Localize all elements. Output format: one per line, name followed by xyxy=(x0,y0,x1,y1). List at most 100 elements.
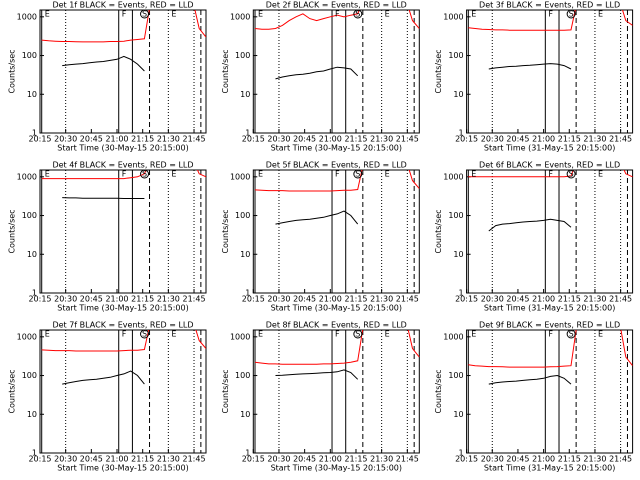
x-axis-label: Start Time (30-May-15 20:15:00) xyxy=(57,464,188,473)
event-label: S xyxy=(142,330,147,339)
panel: Det 8f BLACK = Events, RED = LLD Start Ti… xyxy=(221,321,420,473)
x-tick-label: 20:45 xyxy=(506,455,529,464)
event-label: F xyxy=(335,330,340,339)
series-line xyxy=(62,55,145,72)
series-line xyxy=(468,10,633,31)
x-tick-label: 21:15 xyxy=(344,135,367,144)
x-tick-label: 21:15 xyxy=(131,135,154,144)
y-tick-label: 100 xyxy=(448,51,463,60)
y-tick-label: 1000 xyxy=(17,12,37,21)
panel: Det 6f BLACK = Events, RED = LLD Start Ti… xyxy=(434,161,634,313)
y-tick-label: 1 xyxy=(245,449,250,458)
x-tick-label: 20:15 xyxy=(455,135,478,144)
x-tick-label: 20:45 xyxy=(293,135,316,144)
x-tick-label: 20:30 xyxy=(54,295,77,304)
chart-title: Det 1f BLACK = Events, RED = LLD xyxy=(52,1,193,10)
plot-frame xyxy=(252,329,420,454)
event-label: F xyxy=(548,170,553,179)
event-label: S xyxy=(569,10,574,19)
series-line xyxy=(468,170,633,178)
x-tick-label: 20:45 xyxy=(506,135,529,144)
event-label: E xyxy=(171,10,176,19)
x-tick-label: 20:45 xyxy=(293,295,316,304)
event-marker xyxy=(353,9,363,19)
y-tick-label: 1000 xyxy=(443,172,463,181)
event-label: S xyxy=(569,170,574,179)
x-tick-label: 21:15 xyxy=(344,455,367,464)
x-tick-label: 21:30 xyxy=(583,295,606,304)
y-tick-label: 10 xyxy=(453,250,463,259)
event-label: E xyxy=(171,330,176,339)
event-label: F xyxy=(122,330,127,339)
x-tick-label: 21:45 xyxy=(609,295,632,304)
event-label: E xyxy=(598,170,603,179)
panel: Det 5f BLACK = Events, RED = LLD Start Ti… xyxy=(221,161,420,313)
plot-area xyxy=(254,10,420,133)
y-axis-label: Counts/sec xyxy=(221,209,230,253)
chart-title: Det 2f BLACK = Events, RED = LLD xyxy=(266,1,407,10)
x-tick-label: 21:00 xyxy=(532,455,555,464)
x-tick-label: 21:45 xyxy=(396,295,419,304)
y-axis-label: Counts/sec xyxy=(221,369,230,413)
x-axis-label: Start Time (31-May-15 20:15:00) xyxy=(484,304,615,313)
y-tick-label: 1000 xyxy=(443,12,463,21)
series-line xyxy=(41,170,206,180)
x-tick-label: 21:45 xyxy=(396,135,419,144)
x-tick-label: 21:30 xyxy=(370,455,393,464)
y-tick-label: 1 xyxy=(32,129,37,138)
y-tick-label: 10 xyxy=(27,250,37,259)
plot-frame xyxy=(39,169,207,294)
y-tick-label: 1000 xyxy=(230,12,250,21)
event-label: E xyxy=(471,10,476,19)
panel: Det 2f BLACK = Events, RED = LLD Start Ti… xyxy=(221,1,420,153)
y-tick-label: 1 xyxy=(32,449,37,458)
series-line xyxy=(254,170,420,192)
series-line xyxy=(275,66,359,80)
x-tick-label: 21:00 xyxy=(532,295,555,304)
y-axis-label: Counts/sec xyxy=(8,209,17,253)
x-tick-label: 20:45 xyxy=(293,455,316,464)
y-tick-label: 10 xyxy=(240,250,250,259)
event-label: E xyxy=(385,330,390,339)
x-tick-label: 21:00 xyxy=(105,135,128,144)
series-line xyxy=(254,330,420,365)
y-tick-label: 1 xyxy=(245,129,250,138)
chart-title: Det 9f BLACK = Events, RED = LLD xyxy=(479,321,620,330)
y-tick-label: 1000 xyxy=(443,332,463,341)
y-axis-label: Counts/sec xyxy=(8,369,17,413)
plot-frame xyxy=(39,329,207,454)
x-tick-label: 20:30 xyxy=(54,455,77,464)
series-line xyxy=(62,370,145,385)
event-label: S xyxy=(569,330,574,339)
x-tick-label: 20:15 xyxy=(28,295,51,304)
plot-area xyxy=(41,330,206,453)
y-axis-label: Counts/sec xyxy=(434,209,443,253)
x-axis-label: Start Time (30-May-15 20:15:00) xyxy=(271,464,402,473)
x-tick-label: 20:45 xyxy=(506,295,529,304)
event-marker xyxy=(353,329,363,339)
event-label: E xyxy=(471,170,476,179)
x-tick-label: 21:15 xyxy=(558,295,581,304)
x-tick-label: 21:00 xyxy=(105,295,128,304)
x-tick-label: 21:30 xyxy=(583,135,606,144)
y-tick-label: 1 xyxy=(245,289,250,298)
series-line xyxy=(275,369,359,380)
y-tick-label: 100 xyxy=(22,51,37,60)
x-tick-label: 20:45 xyxy=(80,455,103,464)
chart-title: Det 5f BLACK = Events, RED = LLD xyxy=(266,161,407,170)
panel: Det 7f BLACK = Events, RED = LLD Start Ti… xyxy=(8,321,207,473)
event-marker xyxy=(566,329,576,339)
series-line xyxy=(41,10,206,43)
x-axis-label: Start Time (30-May-15 20:15:00) xyxy=(271,304,402,313)
x-tick-label: 21:00 xyxy=(105,455,128,464)
chart-title: Det 6f BLACK = Events, RED = LLD xyxy=(479,161,620,170)
y-tick-label: 100 xyxy=(22,371,37,380)
y-tick-label: 100 xyxy=(235,371,250,380)
series-line xyxy=(488,63,572,70)
panel: Det 3f BLACK = Events, RED = LLD Start Ti… xyxy=(434,1,634,153)
y-tick-label: 1000 xyxy=(17,332,37,341)
panel: Det 9f BLACK = Events, RED = LLD Start Ti… xyxy=(434,321,634,473)
x-tick-label: 20:15 xyxy=(242,135,265,144)
plot-area xyxy=(467,170,633,293)
